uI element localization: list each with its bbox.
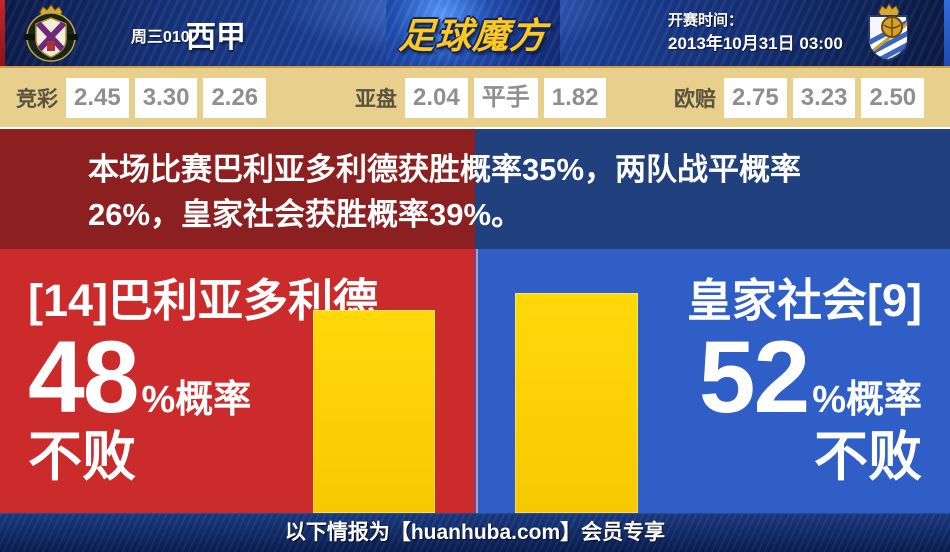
- home-prediction: [14]巴利亚多利德 48 %概率 不败: [28, 275, 378, 487]
- home-result-label: 不败: [28, 427, 136, 487]
- odds-label: 欧赔: [674, 87, 716, 111]
- odds-label: 亚盘: [355, 87, 397, 111]
- away-team-crest-icon: [856, 1, 920, 63]
- analysis-line-2: 26%，皇家社会获胜概率39%。: [88, 197, 523, 232]
- prediction-band: [14]巴利亚多利德 48 %概率 不败 皇家社会[9] 52 %概率 不败: [0, 249, 950, 513]
- odds-group-jingcai: 竞彩 2.45 3.30 2.26: [16, 68, 267, 127]
- odds-value: 2.45: [66, 77, 129, 118]
- odds-value: 1.82: [543, 77, 607, 118]
- footer-bar: 以下情报为【huanhuba.com】会员专享: [0, 513, 950, 552]
- match-code: 周三010: [131, 29, 190, 46]
- home-probability-bar: [313, 310, 435, 513]
- home-team-crest-icon: [22, 3, 80, 63]
- analysis-band: 本场比赛巴利亚多利德获胜概率35%，两队战平概率 26%，皇家社会获胜概率39%…: [0, 129, 950, 249]
- odds-label: 竞彩: [16, 87, 58, 111]
- away-percent-value: 52: [698, 320, 810, 434]
- odds-value: 2.75: [724, 77, 787, 118]
- left-edge-stripe: [0, 0, 5, 66]
- site-logo: 足球魔方: [386, 0, 560, 66]
- away-percent-suffix: %概率: [812, 379, 922, 421]
- away-prediction: 皇家社会[9] 52 %概率 不败: [687, 275, 922, 487]
- kickoff-time-block: 开赛时间： 2013年10月31日 03:00: [668, 10, 843, 56]
- center-divider: [476, 249, 478, 513]
- analysis-home-background: [0, 129, 475, 249]
- odds-value: 平手: [473, 77, 538, 118]
- league-name: 西甲: [186, 21, 246, 54]
- odds-value: 2.26: [203, 77, 267, 118]
- odds-value: 2.50: [861, 77, 925, 118]
- site-logo-text: 足球魔方: [397, 15, 549, 56]
- away-percent-row: 52 %概率: [687, 320, 922, 434]
- kickoff-label: 开赛时间：: [668, 12, 744, 29]
- odds-value: 2.04: [405, 77, 468, 118]
- odds-value: 3.30: [134, 77, 198, 118]
- match-header: 周三010 西甲 足球魔方 开赛时间： 2013年10月31日 03:00: [0, 0, 950, 66]
- analysis-line-1: 本场比赛巴利亚多利德获胜概率35%，两队战平概率: [88, 152, 802, 187]
- home-percent-suffix: %概率: [141, 379, 252, 421]
- kickoff-time: 2013年10月31日 03:00: [668, 34, 843, 53]
- odds-value: 3.23: [792, 77, 856, 118]
- right-edge-stripe: [944, 0, 950, 66]
- analysis-text: 本场比赛巴利亚多利德获胜概率35%，两队战平概率 26%，皇家社会获胜概率39%…: [88, 147, 801, 237]
- footer-text: 以下情报为【huanhuba.com】会员专享: [284, 521, 666, 544]
- home-percent-row: 48 %概率: [28, 320, 378, 434]
- odds-bar: 竞彩 2.45 3.30 2.26 亚盘 2.04 平手 1.82 欧赔 2.7…: [0, 66, 950, 129]
- away-team-name: 皇家社会[9]: [687, 275, 922, 326]
- analysis-away-background: [475, 129, 950, 249]
- away-result-label: 不败: [814, 427, 922, 487]
- away-probability-bar: [515, 293, 638, 513]
- odds-group-yapan: 亚盘 2.04 平手 1.82: [355, 68, 607, 127]
- odds-group-oupei: 欧赔 2.75 3.23 2.50: [674, 68, 925, 127]
- home-percent-value: 48: [28, 320, 139, 434]
